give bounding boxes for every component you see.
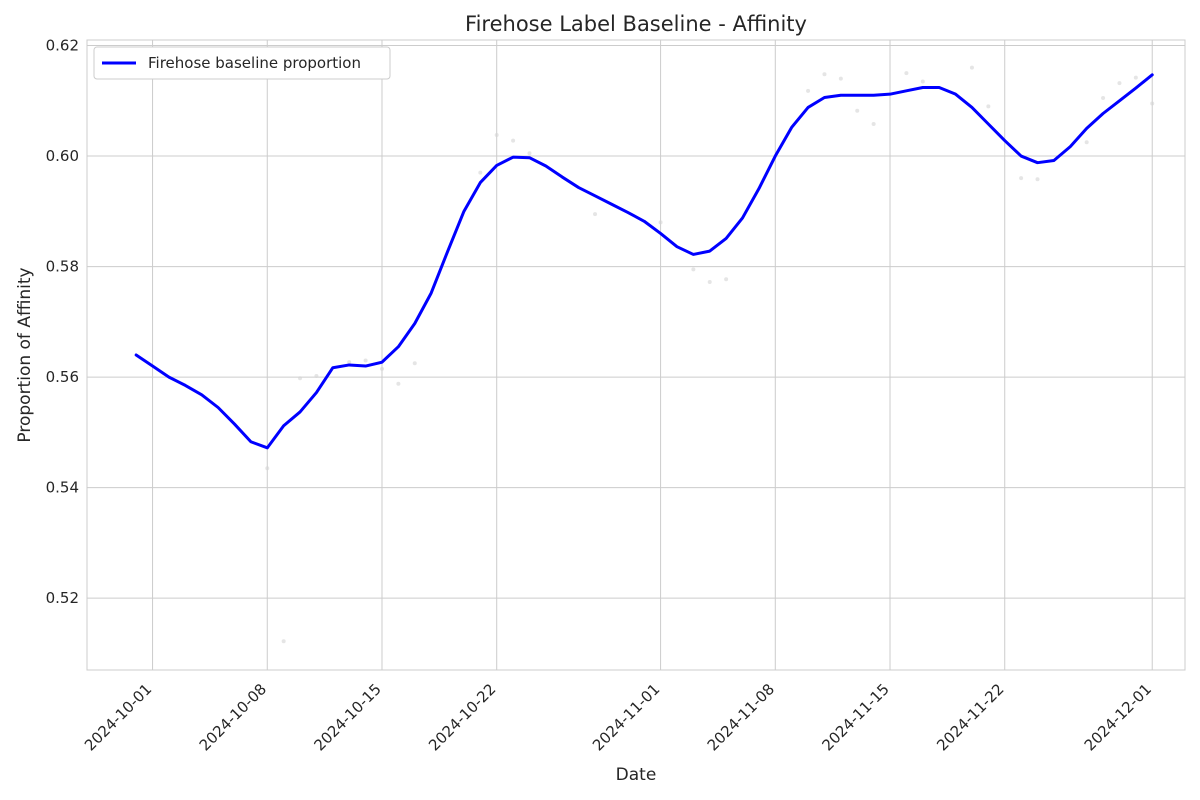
scatter-point — [379, 366, 384, 371]
y-axis-label: Proportion of Affinity — [15, 267, 35, 442]
legend-label: Firehose baseline proportion — [148, 54, 361, 72]
scatter-point — [806, 88, 811, 93]
scatter-point — [904, 71, 909, 76]
series-lines — [134, 73, 1154, 450]
scatter-point — [871, 122, 876, 126]
scatter-point — [969, 65, 974, 70]
scatter-point — [265, 466, 270, 471]
grid-lines — [87, 40, 1185, 670]
scatter-point — [1019, 176, 1024, 181]
scatter-point — [986, 104, 991, 109]
plot-area-frame — [86, 39, 1186, 671]
scatter-point — [1133, 75, 1138, 80]
scatter-point — [855, 108, 860, 113]
chart-title: Firehose Label Baseline - Affinity — [465, 12, 807, 36]
scatter-point — [658, 220, 663, 225]
scatter-point — [691, 267, 696, 272]
scatter-point — [396, 381, 401, 386]
scatter-point — [838, 76, 843, 81]
scatter-point — [527, 151, 532, 156]
scatter-point — [707, 280, 712, 285]
y-tick-label: 0.58 — [46, 258, 79, 276]
scatter-point — [1101, 96, 1106, 101]
legend: Firehose baseline proportion — [93, 46, 391, 80]
y-tick-label: 0.56 — [46, 368, 79, 386]
scatter-point — [1150, 101, 1155, 106]
scatter-point — [920, 79, 925, 84]
y-tick-label: 0.62 — [46, 37, 79, 55]
scatter-point — [511, 138, 516, 143]
y-axis-ticks: 0.52 0.54 0.56 0.58 0.60 0.62 — [46, 37, 79, 608]
scatter-point — [363, 358, 368, 363]
scatter-point — [822, 72, 827, 77]
y-tick-label: 0.54 — [46, 479, 79, 497]
scatter-point — [724, 277, 729, 282]
scatter-point — [314, 374, 319, 378]
scatter-point — [298, 376, 303, 381]
scatter-point — [347, 360, 352, 365]
scatter-point — [1084, 140, 1089, 145]
y-tick-label: 0.60 — [46, 147, 79, 165]
scatter-point — [1035, 177, 1040, 182]
scatter-point — [281, 639, 286, 644]
y-tick-label: 0.52 — [46, 589, 79, 607]
series-line — [134, 73, 1154, 450]
scatter-point — [478, 170, 483, 175]
legend-box — [93, 46, 391, 80]
daily-scatter-points — [265, 65, 1155, 644]
scatter-point — [1117, 81, 1122, 86]
scatter-point — [412, 361, 417, 366]
scatter-point — [593, 212, 598, 217]
x-axis-label: Date — [616, 765, 657, 785]
scatter-point — [494, 133, 499, 138]
